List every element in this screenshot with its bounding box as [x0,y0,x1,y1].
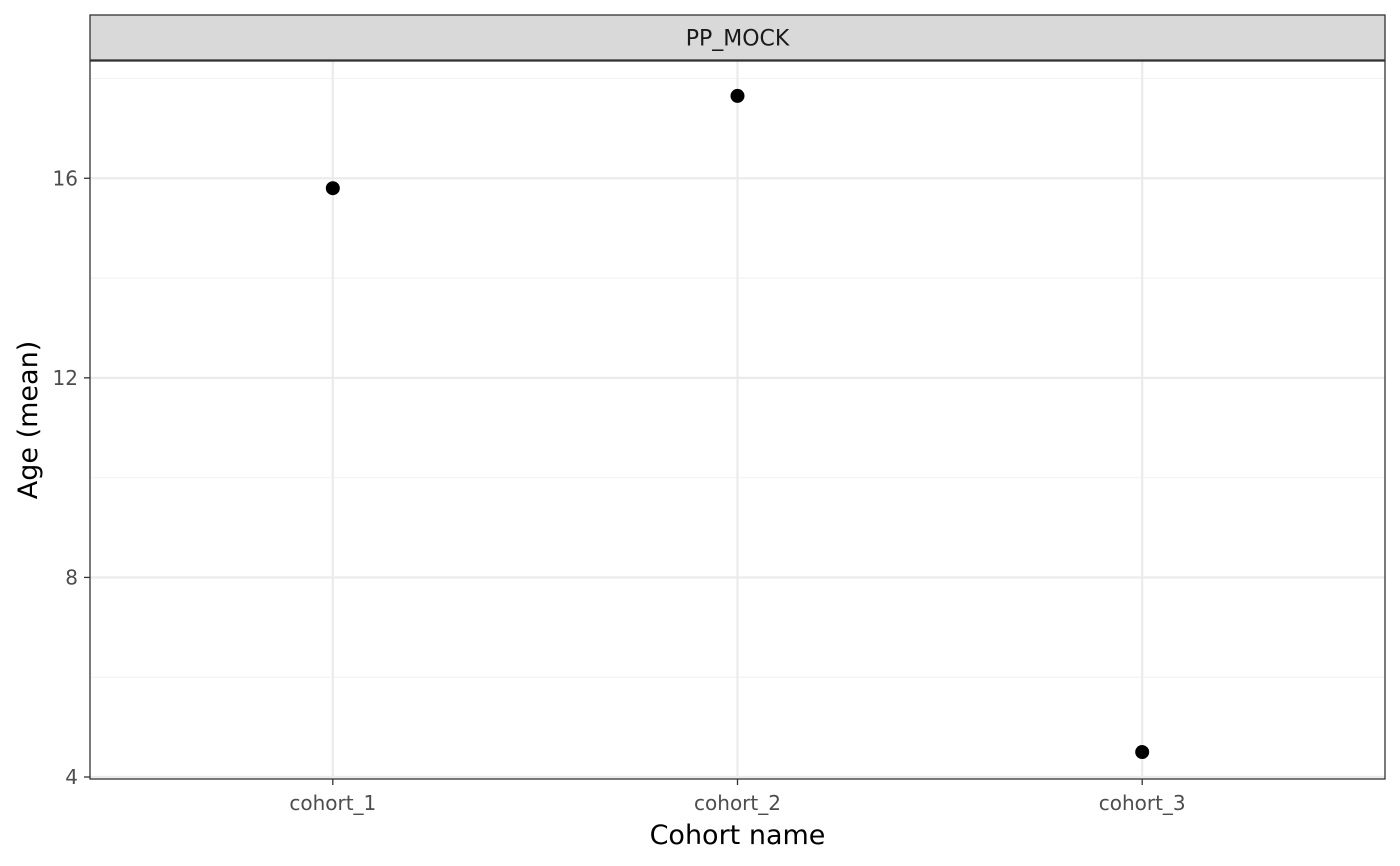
facet-strip-background [89,14,1386,61]
facet-strip-label: PP_MOCK [686,27,790,52]
data-points [325,88,1150,760]
y-tick-label: 16 [53,166,78,190]
grid-lines [90,61,1385,779]
x-axis-title: Cohort name [650,820,826,851]
y-tick-label: 8 [65,565,78,589]
y-axis: 4 8 12 16 [53,166,90,789]
y-axis-title: Age (mean) [13,341,44,499]
facet-strip: PP_MOCK [89,14,1386,61]
y-tick-label: 12 [53,366,78,390]
plot-panel [89,60,1386,780]
y-tick-label: 4 [65,765,78,789]
x-axis: cohort_1 cohort_2 cohort_3 [289,779,1186,815]
x-tick-label: cohort_2 [694,791,781,815]
data-point [1135,745,1150,760]
data-point [730,88,745,103]
x-tick-label: cohort_1 [289,791,376,815]
data-point [325,181,340,196]
x-tick-label: cohort_3 [1099,791,1186,815]
